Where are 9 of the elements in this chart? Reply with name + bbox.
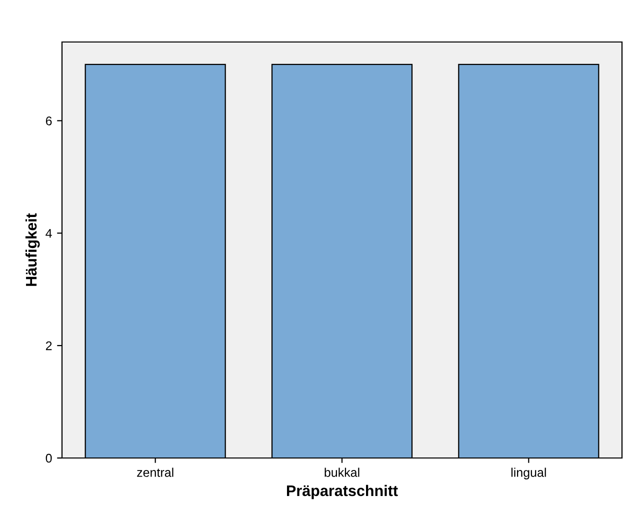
y-tick-label: 6 [46,116,52,126]
y-tick-label: 2 [46,341,52,350]
y-tick-label: 4 [46,229,52,238]
y-tick-label: 0 [46,454,52,463]
x-tick-label: bukkal [324,468,360,477]
x-axis-title: Präparatschnitt [286,484,398,500]
x-tick-label: lingual [511,468,546,480]
x-tick-label: zentral [137,468,174,477]
y-axis-title: Häufigkeit [25,213,40,286]
